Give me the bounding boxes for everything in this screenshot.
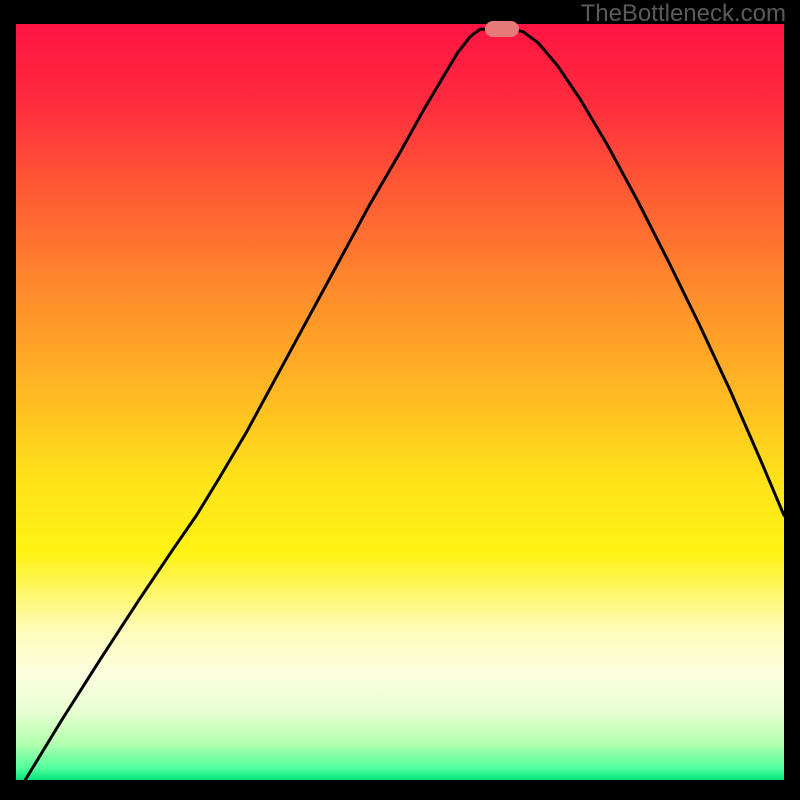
optimum-marker bbox=[485, 21, 519, 37]
bottleneck-curve bbox=[16, 24, 784, 780]
watermark-text: TheBottleneck.com bbox=[581, 0, 786, 28]
chart-container: TheBottleneck.com bbox=[0, 0, 800, 800]
